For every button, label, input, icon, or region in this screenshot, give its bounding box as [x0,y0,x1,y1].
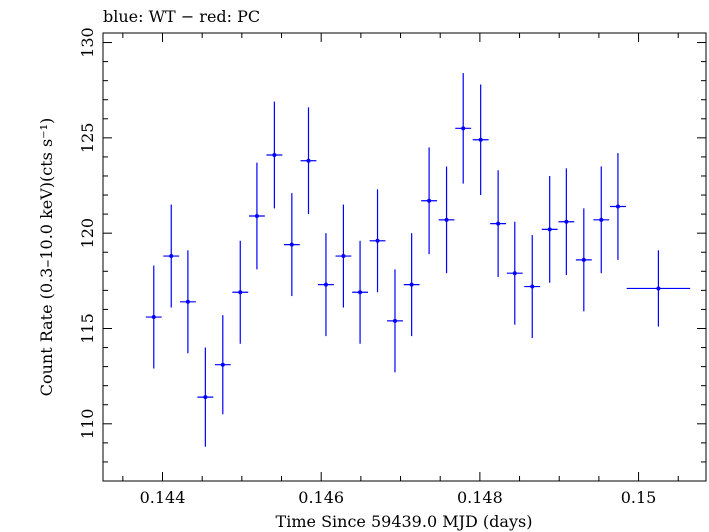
data-point [387,269,403,373]
data-points [145,73,691,447]
data-point [352,240,369,344]
data-point [163,204,180,308]
data-point [541,175,558,283]
point-marker [169,254,174,259]
point-marker [341,254,346,259]
data-point [403,233,420,337]
point-marker [375,238,380,243]
point-marker [461,126,466,131]
data-point [145,265,162,369]
point-marker [599,217,604,222]
data-point [421,147,438,255]
data-point [490,170,507,278]
point-marker [444,217,449,222]
data-point [506,221,523,325]
point-marker [564,219,569,224]
point-marker [409,282,414,287]
y-tick-label: 115 [78,313,97,344]
data-point [455,73,472,184]
data-point [472,84,489,196]
data-point [626,250,691,327]
point-marker [358,290,363,295]
y-tick-label: 125 [78,123,97,154]
data-point [593,166,610,274]
data-point [438,166,455,274]
point-marker [547,227,552,232]
data-point [248,162,265,270]
x-axis-label: Time Since 59439.0 MJD (days) [276,512,533,531]
data-point [197,347,214,447]
y-axis-label: Count Rate (0.3–10.0 keV)(cts s⁻¹) [37,118,56,397]
data-point [318,233,334,337]
x-tick-label: 0.146 [298,488,344,507]
data-point [575,208,592,312]
point-marker [530,284,535,289]
y-tick-label: 110 [78,409,97,440]
data-point [524,235,541,339]
data-point [558,168,575,276]
point-marker [496,221,501,226]
data-point [369,189,386,293]
point-marker [203,395,208,400]
point-marker [512,271,517,276]
point-marker [478,137,483,142]
axis-ticks [103,33,706,482]
point-marker [272,153,277,158]
point-marker [656,286,661,291]
data-point [179,250,196,354]
point-marker [220,362,225,367]
data-point [214,315,231,415]
data-point [266,101,283,209]
point-marker [185,299,190,304]
point-marker [427,198,432,203]
data-point [609,153,626,260]
plot-frame [102,32,707,482]
point-marker [615,204,620,209]
x-tick-label: 0.15 [621,488,657,507]
chart-title: blue: WT − red: PC [103,7,260,26]
point-marker [289,242,294,247]
point-marker [238,290,243,295]
data-point [335,204,352,308]
point-marker [306,158,311,163]
point-marker [392,318,397,323]
axis-tick-labels: 0.144 0.146 0.148 0.15 110 115 120 125 130 [78,27,656,507]
y-tick-label: 130 [78,27,97,58]
x-tick-label: 0.144 [140,488,186,507]
data-point [283,193,300,297]
point-marker [151,315,156,320]
data-point [232,240,249,344]
point-marker [323,282,328,287]
y-tick-label: 120 [78,218,97,249]
data-point [300,107,317,215]
x-tick-label: 0.148 [457,488,503,507]
point-marker [254,214,259,219]
point-marker [581,257,586,262]
